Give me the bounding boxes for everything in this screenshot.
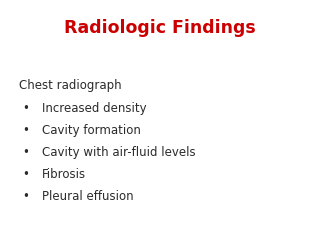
Text: •: • xyxy=(22,146,29,159)
Text: Cavity with air-fluid levels: Cavity with air-fluid levels xyxy=(42,146,195,159)
Text: Increased density: Increased density xyxy=(42,102,146,115)
Text: •: • xyxy=(22,124,29,137)
Text: •: • xyxy=(22,102,29,115)
Text: •: • xyxy=(22,168,29,181)
Text: Fibrosis: Fibrosis xyxy=(42,168,86,181)
Text: Pleural effusion: Pleural effusion xyxy=(42,190,133,203)
Text: Chest radiograph: Chest radiograph xyxy=(19,79,122,92)
Text: Cavity formation: Cavity formation xyxy=(42,124,140,137)
Text: •: • xyxy=(22,190,29,203)
Text: Radiologic Findings: Radiologic Findings xyxy=(64,19,256,37)
